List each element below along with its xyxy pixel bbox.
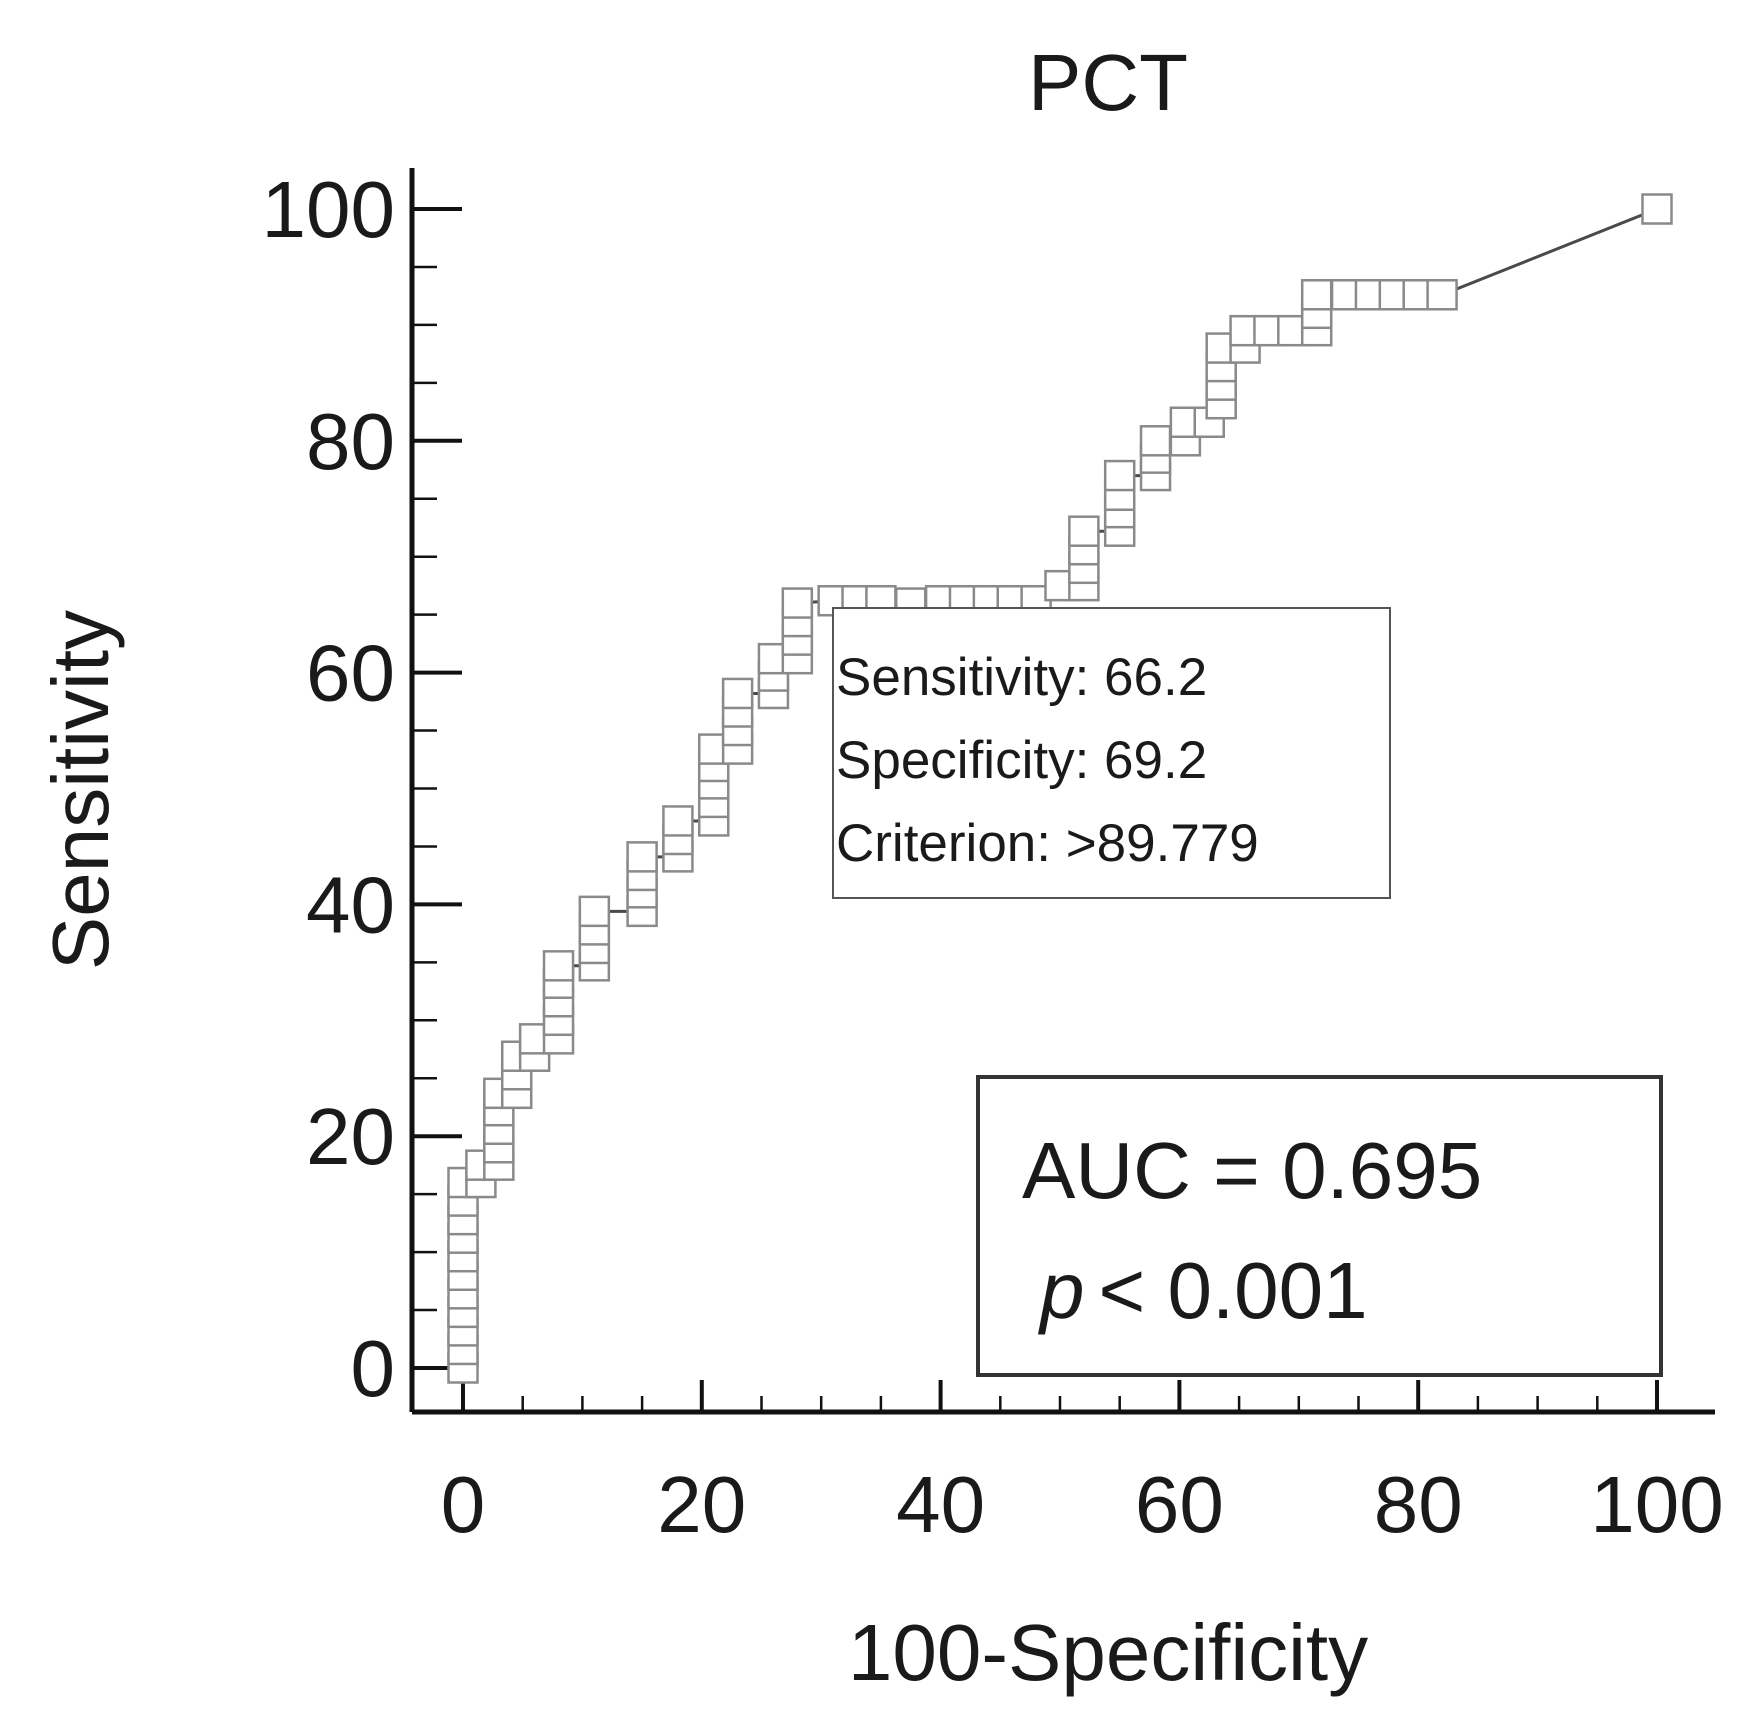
- criterion-threshold: Criterion: >89.779: [836, 814, 1259, 873]
- x-axis-ticks: [461, 1380, 1659, 1412]
- x-axis-title: 100-Specificity: [848, 1608, 1368, 1697]
- p-rest: < 0.001: [1099, 1246, 1368, 1335]
- x-tick-label: 0: [441, 1460, 486, 1549]
- stats-annotation: AUC = 0.695 p < 0.001: [976, 1075, 1663, 1377]
- roc-point: [626, 841, 658, 873]
- p-symbol: p: [1038, 1246, 1085, 1335]
- criterion-specificity: Specificity: 69.2: [836, 731, 1207, 790]
- roc-point: [721, 677, 754, 710]
- roc-point: [578, 895, 611, 928]
- chart-title: PCT: [1028, 38, 1188, 127]
- y-tick-label: 100: [262, 165, 395, 254]
- criterion-sensitivity: Sensitivity: 66.2: [836, 648, 1207, 707]
- roc-point: [1068, 515, 1100, 547]
- y-tick-label: 20: [306, 1092, 395, 1181]
- roc-point: [781, 587, 814, 619]
- auc-value: AUC = 0.695: [1022, 1126, 1482, 1215]
- roc-point: [1641, 193, 1673, 225]
- roc-point: [542, 950, 575, 982]
- x-tick-label: 100: [1590, 1460, 1723, 1549]
- x-tick-label: 60: [1135, 1460, 1224, 1549]
- y-tick-label: 60: [306, 629, 395, 718]
- roc-point: [1103, 459, 1136, 492]
- x-tick-label: 80: [1374, 1460, 1463, 1549]
- y-tick-label: 40: [306, 860, 395, 949]
- y-tick-label: 80: [306, 397, 395, 486]
- y-axis-ticks: [412, 207, 462, 1370]
- roc-series: [447, 193, 1673, 1384]
- x-axis-tick-labels: 0 20 40 60 80 100: [441, 1460, 1724, 1549]
- p-value: p < 0.001: [1038, 1246, 1368, 1335]
- criterion-box: [832, 607, 1391, 899]
- y-axis-tick-labels: 0 20 40 60 80 100: [262, 165, 395, 1413]
- y-axis-title: Sensitivity: [36, 610, 125, 970]
- x-tick-label: 20: [657, 1460, 746, 1549]
- roc-point: [1139, 425, 1172, 457]
- roc-point: [1300, 279, 1333, 311]
- stats-box: [976, 1075, 1663, 1377]
- roc-point: [662, 805, 694, 837]
- x-tick-label: 40: [896, 1460, 985, 1549]
- criterion-annotation: Sensitivity: 66.2 Specificity: 69.2 Crit…: [832, 607, 1391, 899]
- roc-point: [1426, 279, 1458, 311]
- y-tick-label: 0: [351, 1324, 396, 1413]
